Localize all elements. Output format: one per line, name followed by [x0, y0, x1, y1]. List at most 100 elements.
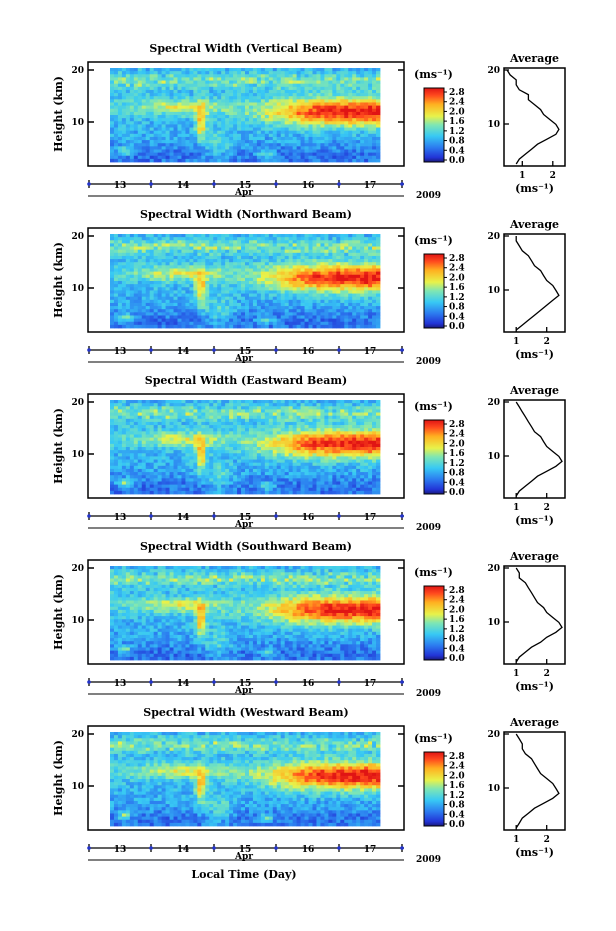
heatmap-cell: [193, 130, 198, 135]
heatmap-cell: [264, 111, 270, 116]
heatmap-cell: [292, 274, 298, 279]
heatmap-cell: [169, 293, 174, 298]
heatmap-cell: [252, 312, 258, 316]
heatmap-cell: [372, 293, 377, 298]
heatmap-cell: [229, 259, 234, 263]
heatmap-cell: [252, 255, 258, 260]
heatmap-cell: [165, 421, 170, 426]
heatmap-cell: [213, 428, 218, 432]
heatmap-cell: [189, 315, 194, 319]
heatmap-cell: [133, 158, 139, 163]
heatmap-cell: [268, 130, 274, 135]
heatmap-cell: [141, 306, 147, 310]
heatmap-cell: [125, 447, 131, 451]
heatmap-cell: [284, 246, 290, 251]
heatmap-cell: [145, 281, 151, 285]
heatmap-cell: [117, 462, 123, 467]
heatmap-cell: [197, 296, 202, 301]
heatmap-cell: [332, 249, 337, 254]
heatmap-cell: [368, 259, 373, 263]
heatmap-cell: [252, 262, 258, 266]
heatmap-cell: [356, 249, 361, 254]
heatmap-cell: [153, 443, 159, 448]
heatmap-cell: [288, 111, 294, 116]
heatmap-cell: [205, 475, 210, 479]
heatmap-cell: [372, 68, 377, 72]
heatmap-cell: [233, 130, 238, 135]
heatmap-cell: [197, 418, 202, 423]
heatmap-cell: [276, 290, 282, 294]
heatmap-cell: [117, 484, 123, 489]
heatmap-cell: [229, 77, 234, 81]
heatmap-cell: [233, 68, 238, 72]
heatmap-cell: [133, 478, 139, 482]
heatmap-cell: [137, 243, 143, 247]
heatmap-cell: [276, 115, 282, 119]
heatmap-cell: [280, 249, 286, 254]
y-axis-label: Height (km): [52, 76, 65, 152]
heatmap-cell: [217, 93, 222, 97]
heatmap-cell: [149, 127, 155, 132]
heatmap-cell: [125, 284, 131, 288]
heatmap-cell: [284, 302, 290, 307]
heatmap-cell: [181, 321, 186, 326]
heatmap-cell: [364, 318, 369, 323]
heatmap-cell: [201, 252, 206, 257]
heatmap-cell: [340, 149, 345, 153]
heatmap-cell: [173, 80, 178, 85]
heatmap-cell: [189, 89, 194, 94]
heatmap-cell: [181, 265, 186, 269]
heatmap-cell: [217, 155, 222, 160]
heatmap-cell: [245, 302, 250, 307]
heatmap-cell: [121, 431, 127, 435]
heatmap-cell: [308, 118, 313, 122]
heatmap-cell: [110, 302, 115, 307]
heatmap-cell: [344, 111, 349, 116]
heatmap-cell: [193, 453, 198, 457]
heatmap-cell: [121, 299, 127, 304]
heatmap-cell: [113, 146, 119, 150]
heatmap-cell: [376, 315, 381, 319]
heatmap-cell: [193, 440, 198, 445]
heatmap-cell: [272, 259, 278, 263]
heatmap-cell: [284, 315, 290, 319]
heatmap-cell: [360, 108, 365, 113]
heatmap-cell: [225, 146, 230, 150]
heatmap-cell: [288, 93, 294, 97]
heatmap-cell: [340, 102, 345, 106]
heatmap-cell: [125, 274, 131, 279]
heatmap-cell: [133, 487, 139, 492]
heatmap-cell: [149, 437, 155, 442]
heatmap-cell: [193, 155, 198, 160]
heatmap-cell: [272, 299, 278, 304]
heatmap-cell: [372, 143, 377, 147]
heatmap-cell: [324, 80, 329, 85]
heatmap-cell: [225, 143, 230, 147]
heatmap-cell: [121, 465, 127, 470]
heatmap-cell: [280, 99, 286, 103]
heatmap-cell: [121, 124, 127, 128]
heatmap-cell: [233, 155, 238, 160]
heatmap-cell: [284, 102, 290, 106]
heatmap-cell: [193, 71, 198, 75]
heatmap-cell: [260, 309, 266, 313]
heatmap-cell: [177, 115, 182, 119]
heatmap-cell: [193, 481, 198, 485]
heatmap-cell: [264, 77, 270, 81]
heatmap-cell: [256, 93, 262, 97]
heatmap-cell: [157, 102, 163, 106]
heatmap-cell: [225, 124, 230, 128]
heatmap-cell: [264, 290, 270, 294]
heatmap-cell: [177, 418, 182, 423]
heatmap-cell: [201, 68, 206, 72]
heatmap-cell: [157, 478, 163, 482]
heatmap-cell: [264, 268, 270, 272]
heatmap-cell: [173, 121, 178, 125]
heatmap-cell: [117, 121, 123, 125]
heatmap-cell: [125, 268, 131, 272]
heatmap-cell: [241, 290, 246, 294]
heatmap-cell: [149, 71, 155, 75]
average-x-tick-label: 1: [513, 337, 519, 347]
heatmap-cell: [181, 481, 186, 485]
heatmap-cell: [264, 124, 270, 128]
